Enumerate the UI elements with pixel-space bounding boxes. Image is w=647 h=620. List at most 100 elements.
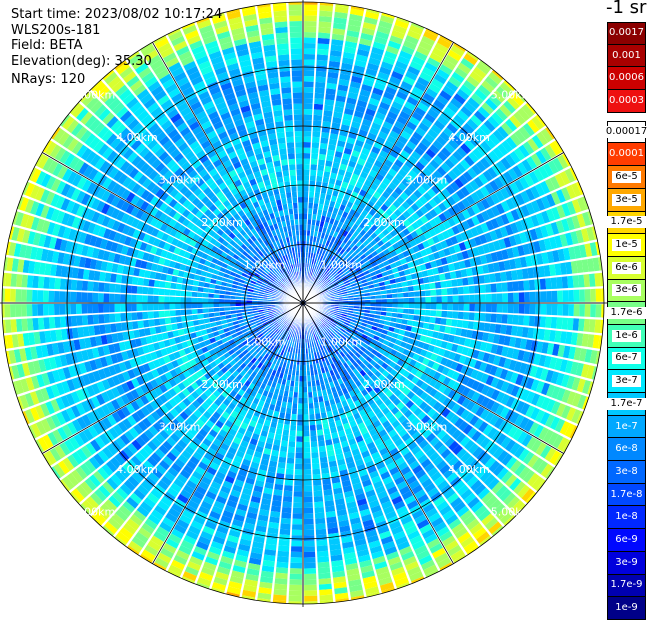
range-gate-cell [595,273,602,287]
range-gate-cell [529,280,535,291]
range-gate-cell [318,435,325,441]
range-gate-cell [304,480,312,486]
range-gate-cell [309,409,314,415]
range-gate-cell [304,32,316,38]
range-gate-cell [304,574,316,580]
range-gate-cell [281,512,291,518]
range-gate-cell [312,469,320,475]
range-gate-cell [502,304,508,313]
range-gate-cell [303,398,308,404]
range-gate-cell [279,457,287,463]
range-gate-cell [280,446,287,452]
range-gate-cell [289,579,302,585]
range-gate-cell [289,441,296,447]
range-gate-cell [541,291,547,302]
range-gate-cell [274,484,283,491]
range-gate-cell [491,284,497,293]
range-gate-cell [314,98,323,104]
range-gate-cell [284,491,293,497]
range-gate-cell [529,316,535,327]
range-gate-cell [430,283,436,290]
range-gate-cell [319,154,326,160]
range-gate-cell [318,159,325,165]
range-gate-cell [392,303,398,307]
range-gate-cell [446,280,452,287]
range-gate-cell [309,197,314,203]
range-gate-cell [447,311,453,318]
range-gate-cell [304,447,311,453]
range-gate-cell [478,322,485,331]
range-gate-cell [300,370,303,376]
range-gate-cell [320,5,334,12]
range-gate-cell [507,282,513,292]
range-gate-cell [307,219,311,225]
range-gate-cell [442,304,448,310]
range-gate-cell [303,186,308,192]
range-gate-cell [425,297,431,303]
range-gate-cell [523,280,529,290]
range-gate-cell [439,325,446,332]
range-gate-cell [316,71,327,77]
range-gate-cell [424,316,430,322]
range-gate-cell [304,131,312,137]
range-gate-cell [303,236,306,242]
range-gate-cell [293,392,298,398]
range-gate-cell [486,294,492,302]
range-gate-cell [451,279,457,286]
range-gate-cell [304,590,317,596]
range-gate-cell [320,143,328,149]
range-gate-cell [403,298,409,303]
range-gate-cell [387,294,393,298]
range-gate-cell [304,170,310,176]
range-gate-cell [303,376,307,382]
range-gate-cell [304,137,311,143]
range-gate-cell [304,453,311,459]
range-gate-cell [428,324,435,331]
range-gate-cell [324,166,331,173]
range-gate-cell [304,87,314,93]
range-gate-cell [502,293,508,302]
range-gate-cell [491,304,497,313]
range-gate-cell [584,274,590,287]
range-gate-cell [508,304,514,313]
range-gate-cell [541,304,547,315]
range-gate-cell [376,299,382,303]
range-gate-cell [436,289,442,296]
range-gate-cell [439,274,446,281]
range-gate-cell [497,304,503,313]
range-gate-cell [513,293,519,303]
range-gate-cell [413,315,419,321]
range-gate-cell [430,310,436,316]
range-gate-cell [304,491,313,497]
range-gate-cell [469,312,475,320]
range-gate-cell [585,289,591,302]
range-gate-cell [458,295,464,302]
range-gate-cell [297,431,303,437]
range-gate-cell [311,164,318,170]
range-gate-cell [304,16,317,22]
range-gate-cell [512,315,518,325]
range-gate-cell [578,275,585,288]
range-gate-cell [464,295,470,302]
range-gate-cell [313,115,322,121]
range-gate-cell [279,451,286,457]
range-gate-cell [453,304,459,311]
range-gate-cell [409,303,415,308]
range-gate-cell [398,308,404,313]
range-gate-cell [595,320,602,334]
range-gate-cell [304,563,316,569]
range-gate-cell [534,279,540,290]
range-gate-cell [447,296,453,303]
range-gate-cell [304,109,313,115]
range-gate-cell [321,138,329,144]
range-gate-cell [315,413,321,419]
range-gate-cell [318,32,330,38]
range-gate-cell [441,289,447,296]
range-gate-cell [309,414,315,420]
range-gate-cell [469,304,475,312]
range-gate-cell [293,508,302,514]
range-gate-cell [274,584,287,590]
range-gate-cell [304,115,312,121]
range-gate-cell [308,214,312,220]
range-gate-cell [397,288,403,293]
